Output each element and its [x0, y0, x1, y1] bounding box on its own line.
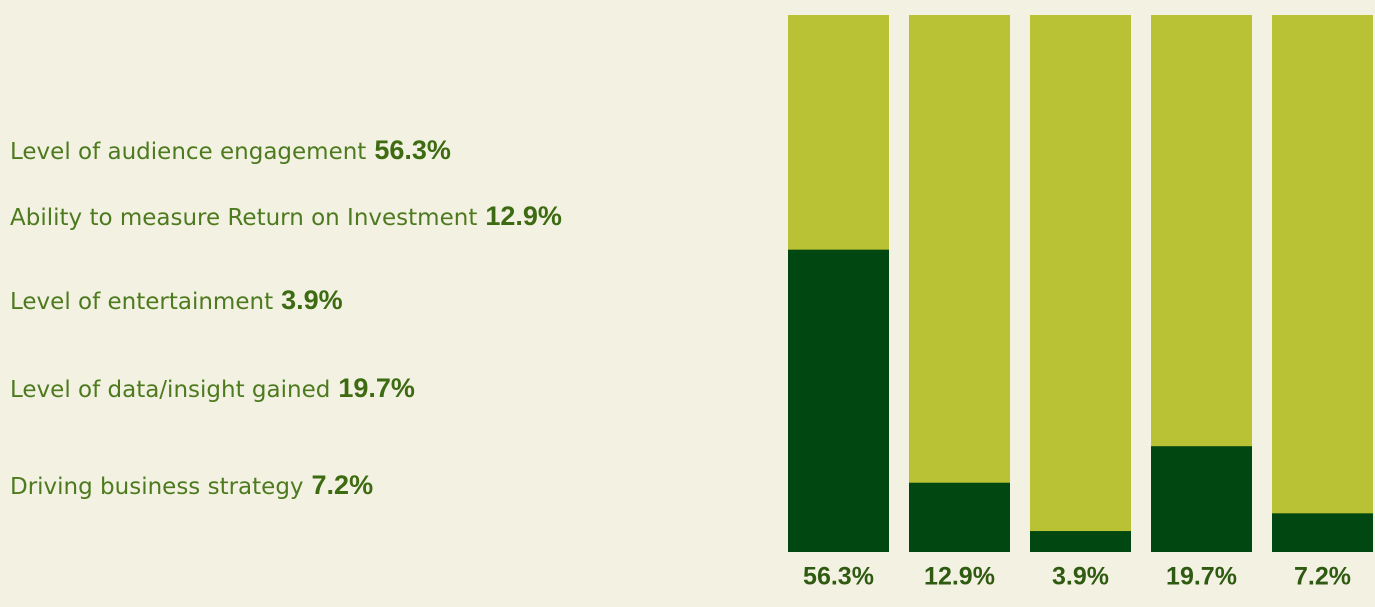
bar-track [1030, 15, 1131, 552]
legend-item: Level of data/insight gained 19.7% [10, 373, 415, 403]
legend-item: Level of audience engagement 56.3% [10, 135, 451, 165]
bar-value-label: 19.7% [1166, 563, 1237, 591]
legend-value: 7.2% [312, 470, 374, 500]
bar [1151, 446, 1252, 552]
legend-value: 19.7% [338, 373, 415, 403]
legend-label: Driving business strategy [10, 474, 304, 500]
legend-label: Level of audience engagement [10, 139, 366, 165]
bar-value-label: 12.9% [924, 563, 995, 591]
bar [788, 249, 889, 552]
bar-value-label: 7.2% [1294, 563, 1351, 591]
legend-value: 3.9% [281, 285, 343, 315]
bar-track [1272, 15, 1373, 552]
legend-item: Driving business strategy 7.2% [10, 470, 373, 500]
legend-item: Ability to measure Return on Investment 1… [10, 201, 562, 231]
bar [909, 482, 1010, 552]
legend-label: Level of entertainment [10, 289, 273, 315]
bar-track [909, 15, 1010, 552]
bar-value-label: 3.9% [1052, 563, 1109, 591]
legend-item: Level of entertainment 3.9% [10, 285, 343, 315]
legend-label: Level of data/insight gained [10, 377, 330, 403]
legend-value: 56.3% [374, 135, 451, 165]
legend-value: 12.9% [485, 201, 562, 231]
bar [1272, 513, 1373, 552]
bar-value-label: 56.3% [803, 563, 874, 591]
legend-label: Ability to measure Return on Investment [10, 205, 477, 231]
bar [1030, 531, 1131, 552]
